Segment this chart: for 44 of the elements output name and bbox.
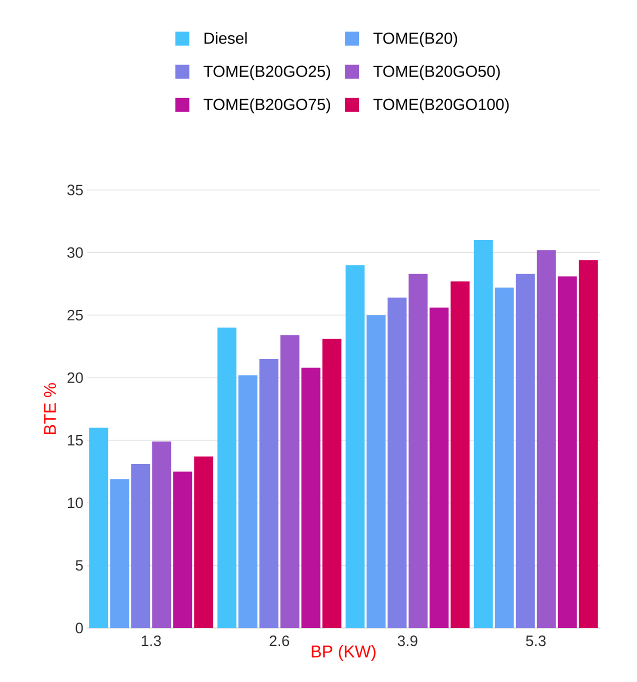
bar xyxy=(152,442,172,628)
bar xyxy=(110,479,130,628)
bar xyxy=(322,338,342,628)
bar xyxy=(536,250,556,628)
bar xyxy=(494,288,514,628)
x-tick-label: 5.3 xyxy=(526,636,546,646)
legend-label: TOME(B20) xyxy=(373,32,458,48)
y-tick-label: 10 xyxy=(68,498,83,508)
bar xyxy=(366,315,386,628)
bar xyxy=(89,428,108,628)
bar xyxy=(217,328,236,628)
legend-label: TOME(B20GO100) xyxy=(373,98,509,114)
bar xyxy=(516,274,535,628)
bar xyxy=(259,358,278,628)
bar xyxy=(474,240,493,628)
bar xyxy=(194,456,214,628)
y-tick-label: 20 xyxy=(68,372,83,384)
y-axis-title: BTE % xyxy=(44,383,56,434)
legend-label: TOME(B20GO25) xyxy=(204,65,330,80)
y-tick-label: 5 xyxy=(76,560,83,571)
x-tick-label: 3.9 xyxy=(398,636,418,646)
legend-label: TOME(B20GO75) xyxy=(204,98,330,114)
x-tick-label: 2.6 xyxy=(270,636,290,646)
bar xyxy=(173,472,192,628)
bar xyxy=(408,274,428,628)
bar xyxy=(238,375,258,628)
y-tick-label: 0 xyxy=(76,622,83,634)
bar xyxy=(430,308,449,628)
bar xyxy=(558,276,577,628)
y-tick-label: 30 xyxy=(67,247,83,258)
legend-label: Diesel xyxy=(204,32,247,44)
bar xyxy=(280,335,300,628)
y-tick-label: 25 xyxy=(68,310,83,320)
bar xyxy=(450,281,470,628)
bar xyxy=(578,260,598,628)
bar xyxy=(388,298,407,628)
bar xyxy=(131,464,150,628)
bar xyxy=(346,265,365,628)
x-axis-title: BP (KW) xyxy=(312,645,376,661)
legend-label: TOME(B20GO50) xyxy=(373,65,500,80)
bar xyxy=(301,368,320,628)
x-tick-label: 1.3 xyxy=(142,636,161,646)
y-tick-label: 15 xyxy=(68,435,83,446)
y-tick-label: 35 xyxy=(67,184,83,196)
